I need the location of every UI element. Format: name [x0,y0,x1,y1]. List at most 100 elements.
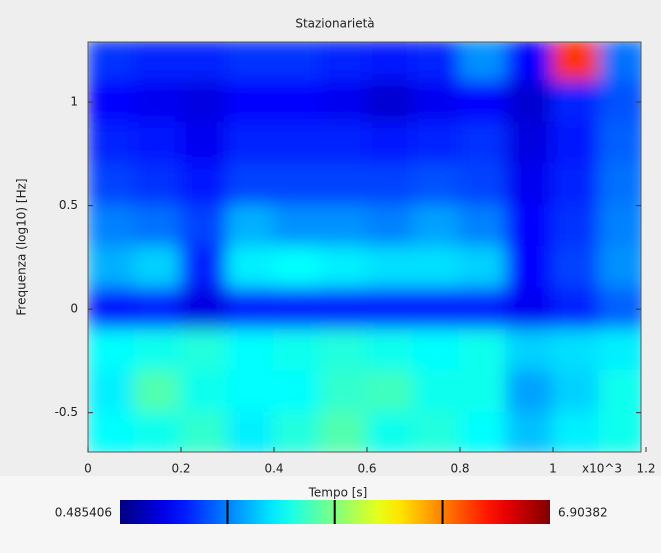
heatmap-cell [180,42,229,83]
heatmap-cell [226,328,275,373]
heatmap-cell [552,121,601,166]
heatmap-cell [180,121,229,166]
heatmap-cell [133,411,182,452]
heatmap-cell [505,370,554,414]
heatmap-cell [598,287,641,331]
x-tick-label: 0.4 [264,462,283,476]
heatmap-cell [226,411,275,452]
heatmap-cell [88,80,136,124]
x-axis-label: Tempo [s] [308,486,368,500]
heatmap-cell [319,328,368,373]
y-tick-label: 0 [70,302,78,316]
heatmap-cell [552,204,601,248]
heatmap-cell [505,80,554,124]
heatmap-cell [319,80,368,124]
heatmap-cell [459,411,508,452]
plot-frame [87,41,642,453]
y-axis-label: Frequenza (log10) [Hz] [15,178,29,315]
heatmap-cell [366,411,415,452]
heatmap-cell [366,121,415,166]
heatmap-cell [133,163,182,207]
colorbar-min-label: 0.485406 [55,506,112,520]
heatmap-cell [180,80,229,124]
heatmap-cell [366,204,415,248]
colorbar-max-label: 6.90382 [558,506,608,520]
heatmap-cell [459,287,508,331]
heatmap-cell [133,287,182,331]
heatmap-cell [552,42,601,83]
heatmap-cell [366,42,415,83]
heatmap [88,42,641,452]
heatmap-cell [552,163,601,207]
heatmap-cell [412,246,461,290]
heatmap-cell [505,163,554,207]
x-tick-label: 1 [549,462,557,476]
heatmap-cell [273,121,322,166]
heatmap-cell [226,80,275,124]
heatmap-cell [366,163,415,207]
chart-title: Stazionarietà [295,17,374,31]
x-axis-annotation: x10^3 [582,462,622,476]
heatmap-cell [598,204,641,248]
heatmap-cell [88,328,136,373]
heatmap-cell [552,411,601,452]
heatmap-cell [226,287,275,331]
heatmap-cell [505,328,554,373]
heatmap-cell [273,163,322,207]
heatmap-cell [273,42,322,83]
heatmap-cell [598,80,641,124]
x-tick-label: 0.6 [357,462,376,476]
heatmap-cell [133,370,182,414]
heatmap-cell [226,246,275,290]
heatmap-cell [366,80,415,124]
heatmap-cell [273,80,322,124]
x-tick-label: 0.8 [450,462,469,476]
heatmap-cell [319,121,368,166]
heatmap-cell [412,370,461,414]
heatmap-cell [552,287,601,331]
heatmap-cell [505,204,554,248]
heatmap-cell [319,411,368,452]
heatmap-cell [319,42,368,83]
heatmap-cell [273,370,322,414]
heatmap-cell [412,80,461,124]
heatmap-cell [459,328,508,373]
heatmap-cell [552,328,601,373]
y-tick-label: 1 [70,95,78,109]
heatmap-cell [366,328,415,373]
heatmap-cell [273,204,322,248]
heatmap-cell [459,204,508,248]
heatmap-cell [88,287,136,331]
heatmap-cell [133,204,182,248]
heatmap-cell [133,246,182,290]
heatmap-cell [366,370,415,414]
heatmap-cell [88,42,136,83]
heatmap-cell [133,121,182,166]
heatmap-cell [226,163,275,207]
heatmap-cell [226,370,275,414]
heatmap-cell [598,121,641,166]
heatmap-cell [366,246,415,290]
heatmap-cell [552,80,601,124]
heatmap-cell [88,370,136,414]
heatmap-cell [505,42,554,83]
heatmap-cell [412,121,461,166]
heatmap-cell [180,370,229,414]
heatmap-cell [412,328,461,373]
heatmap-cell [180,204,229,248]
heatmap-cell [459,246,508,290]
heatmap-cell [180,287,229,331]
heatmap-cell [88,204,136,248]
heatmap-cell [505,287,554,331]
heatmap-cell [412,204,461,248]
heatmap-cell [273,328,322,373]
heatmap-cell [226,204,275,248]
heatmap-cell [273,411,322,452]
heatmap-cell [598,328,641,373]
heatmap-cell [180,163,229,207]
heatmap-cell [412,42,461,83]
heatmap-cell [459,163,508,207]
heatmap-cell [319,287,368,331]
heatmap-cell [552,246,601,290]
y-tick-label: 0.5 [59,198,78,212]
